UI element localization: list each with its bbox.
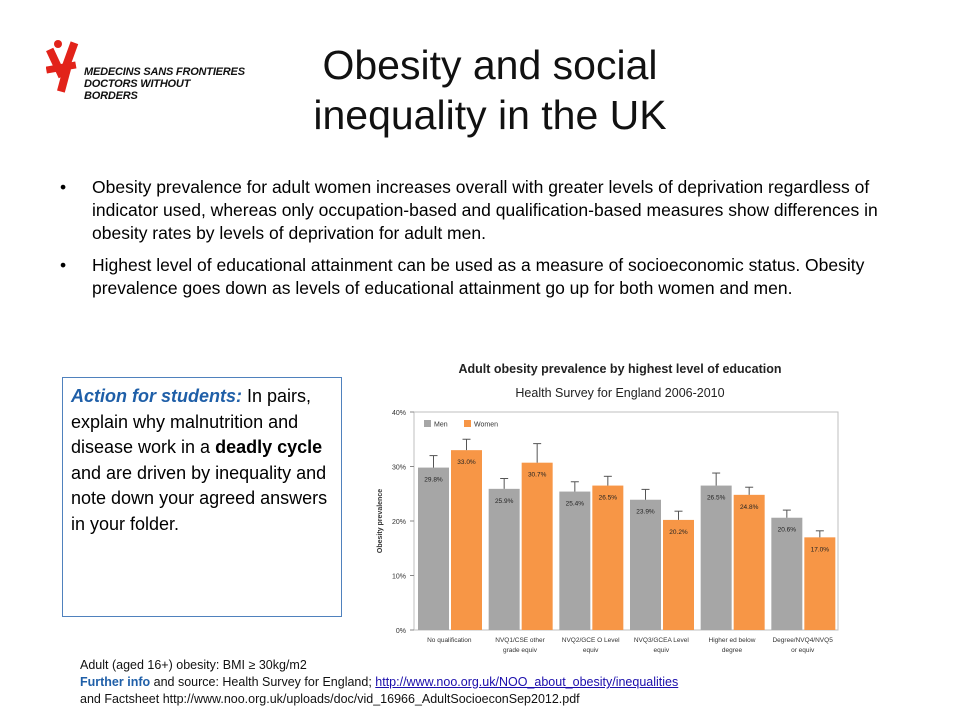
bullet-text: Obesity prevalence for adult women incre… xyxy=(92,177,878,243)
data-label: 26.5% xyxy=(599,495,618,502)
logo-line-1: MEDECINS SANS FRONTIERES xyxy=(84,66,245,78)
x-category-label: equiv xyxy=(583,647,599,654)
bullet-dot: • xyxy=(60,177,67,197)
action-for-students-box: Action for students: In pairs, explain w… xyxy=(62,377,342,617)
y-axis-label: Obesity prevalence xyxy=(377,489,384,553)
data-label: 20.6% xyxy=(778,527,797,534)
further-info-label: Further info xyxy=(80,675,151,689)
footnote-factsheet: and Factsheet http://www.noo.org.uk/uplo… xyxy=(80,692,580,706)
msf-logo: MEDECINS SANS FRONTIERES DOCTORS WITHOUT… xyxy=(45,38,246,102)
bar-men xyxy=(700,485,732,630)
further-info-text: and source: Health Survey for England; xyxy=(150,675,376,689)
legend-label-women: Women xyxy=(474,422,498,429)
x-category-label: NVQ3/GCEA Level xyxy=(634,637,689,644)
data-label: 26.5% xyxy=(707,495,726,502)
bar-men xyxy=(418,467,449,630)
footnotes: Adult (aged 16+) obesity: BMI ≥ 30kg/m2 … xyxy=(80,657,678,708)
action-text-2: and are driven by inequality and note do… xyxy=(71,462,328,534)
bar-women xyxy=(733,494,765,630)
legend-swatch-women xyxy=(464,420,471,427)
x-category-label: Higher ed below xyxy=(709,637,756,644)
bullet-item: • Obesity prevalence for adult women incr… xyxy=(58,176,908,245)
legend-swatch-men xyxy=(424,420,431,427)
bar-women xyxy=(804,537,836,630)
obesity-bar-chart: 0% 10% 20% 30% 40% Obesity prevalence Men Women… xyxy=(377,410,839,654)
bullet-dot: • xyxy=(60,255,67,275)
x-category-label: grade equiv xyxy=(503,647,538,654)
y-tick-label: 20% xyxy=(392,519,406,526)
bullet-list: • Obesity prevalence for adult women incr… xyxy=(58,176,908,309)
logo-text: MEDECINS SANS FRONTIERES DOCTORS WITHOUT… xyxy=(84,66,246,102)
x-category-label: NVQ2/GCE O Level xyxy=(562,637,620,644)
data-label: 33.0% xyxy=(457,459,476,466)
page-title: Obesity and social inequality in the UK xyxy=(230,40,750,140)
title-line-2: inequality in the UK xyxy=(313,92,667,138)
noo-inequalities-link[interactable]: http://www.noo.org.uk/NOO_about_obesity/… xyxy=(375,675,679,689)
bar-men xyxy=(630,499,661,630)
bar-women xyxy=(663,519,694,630)
footnote-source: Further info and source: Health Survey f… xyxy=(80,674,678,691)
data-label: 30.7% xyxy=(528,472,547,479)
data-label: 25.4% xyxy=(566,501,585,508)
title-line-1: Obesity and social xyxy=(322,42,658,88)
y-tick-label: 10% xyxy=(392,574,406,581)
data-label: 29.8% xyxy=(424,477,443,484)
x-category-label: NVQ1/CSE other xyxy=(495,637,545,644)
data-label: 24.8% xyxy=(740,504,759,511)
data-label: 17.0% xyxy=(811,546,830,553)
footnote-bmi: Adult (aged 16+) obesity: BMI ≥ 30kg/m2 xyxy=(80,658,307,672)
bar-women xyxy=(592,485,624,630)
y-tick-label: 0% xyxy=(396,628,406,635)
data-label: 25.9% xyxy=(495,498,514,505)
legend-label-men: Men xyxy=(434,422,448,429)
data-label: 20.2% xyxy=(669,529,688,536)
x-category-label: degree xyxy=(722,647,743,654)
bar-women xyxy=(521,462,553,630)
action-text-1: In pairs, explain why malnutrition and d… xyxy=(71,386,312,457)
bar-men xyxy=(559,491,591,630)
bar-men xyxy=(771,517,803,630)
logo-line-2: DOCTORS WITHOUT BORDERS xyxy=(84,78,191,102)
x-category-label: Degree/NVQ4/NVQ5 xyxy=(772,637,833,644)
y-tick-label: 30% xyxy=(392,465,406,472)
bar-men xyxy=(488,488,520,630)
x-category-label: equiv xyxy=(654,647,670,654)
msf-logo-icon xyxy=(45,40,79,93)
chart-title: Adult obesity prevalence by highest leve… xyxy=(458,362,782,376)
chart-subtitle: Health Survey for England 2006-2010 xyxy=(515,386,725,400)
y-tick-label: 40% xyxy=(392,410,406,417)
x-category-label: or equiv xyxy=(791,647,815,654)
bullet-item: • Highest level of educational attainment… xyxy=(58,254,908,300)
data-label: 23.9% xyxy=(636,509,655,516)
action-label: Action for students: xyxy=(71,386,242,406)
bar-women xyxy=(451,450,482,630)
action-bold: deadly cycle xyxy=(215,437,323,457)
x-category-label: No qualification xyxy=(427,637,472,644)
bullet-text: Highest level of educational attainment … xyxy=(92,255,865,298)
